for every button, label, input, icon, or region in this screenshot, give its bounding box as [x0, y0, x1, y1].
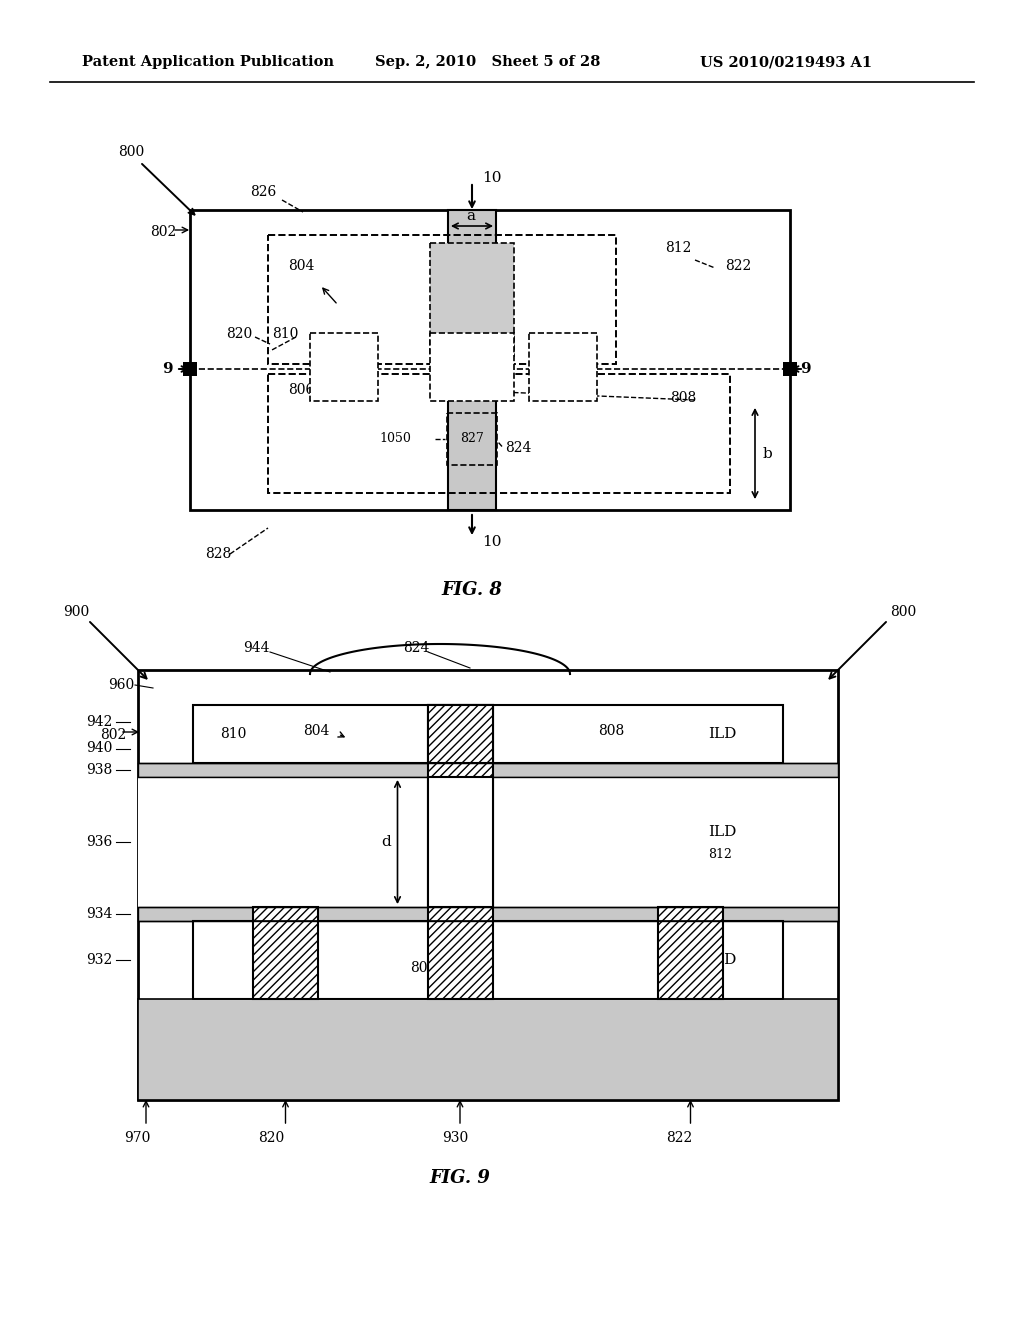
- Text: 824: 824: [505, 441, 531, 455]
- Bar: [193, 705, 783, 763]
- Text: FIG. 8: FIG. 8: [441, 581, 503, 599]
- Bar: [430, 243, 514, 356]
- Text: 820: 820: [226, 327, 252, 341]
- Text: 824: 824: [403, 642, 429, 655]
- Bar: [138, 763, 838, 777]
- Text: 936: 936: [86, 836, 113, 849]
- Text: 970: 970: [124, 1131, 151, 1144]
- Bar: [138, 907, 838, 921]
- Text: 10: 10: [482, 172, 502, 185]
- Text: 816: 816: [440, 713, 464, 726]
- Bar: [427, 777, 493, 907]
- Bar: [138, 777, 838, 907]
- Bar: [138, 999, 838, 1100]
- Text: 940: 940: [86, 742, 113, 755]
- Text: ILD: ILD: [708, 727, 736, 741]
- Bar: [193, 921, 783, 999]
- Text: 810: 810: [272, 327, 298, 341]
- Text: 828: 828: [205, 546, 231, 561]
- Bar: [783, 362, 797, 376]
- Bar: [658, 907, 723, 999]
- Text: 827: 827: [460, 432, 484, 445]
- Bar: [138, 671, 838, 1100]
- Text: 820: 820: [258, 1131, 285, 1144]
- Bar: [268, 235, 616, 364]
- Text: MTJ
Stack: MTJ Stack: [442, 828, 478, 855]
- Text: 806: 806: [410, 961, 436, 975]
- Bar: [427, 705, 493, 763]
- Text: 900: 900: [63, 605, 89, 619]
- Bar: [253, 907, 318, 999]
- Text: 812: 812: [708, 847, 732, 861]
- Text: d: d: [382, 836, 391, 849]
- Text: 10: 10: [482, 535, 502, 549]
- Text: 818: 818: [666, 957, 692, 972]
- Text: 9: 9: [800, 362, 811, 376]
- Text: FIG. 9: FIG. 9: [429, 1170, 490, 1187]
- Text: 942: 942: [86, 715, 113, 730]
- Bar: [183, 362, 197, 376]
- Bar: [447, 412, 497, 465]
- Text: 802: 802: [150, 224, 176, 239]
- Text: 808: 808: [670, 391, 696, 405]
- Text: 822: 822: [666, 1131, 692, 1144]
- Text: 938: 938: [86, 763, 113, 777]
- Text: 822: 822: [725, 259, 752, 273]
- Text: ILD: ILD: [708, 953, 736, 968]
- Text: Sep. 2, 2010   Sheet 5 of 28: Sep. 2, 2010 Sheet 5 of 28: [375, 55, 600, 69]
- Text: b: b: [763, 446, 773, 461]
- Text: 800: 800: [118, 145, 144, 158]
- Text: 808: 808: [598, 725, 625, 738]
- Text: 930: 930: [442, 1131, 468, 1144]
- Bar: [430, 333, 514, 401]
- Text: 814: 814: [258, 957, 285, 972]
- Text: 1050: 1050: [379, 432, 411, 445]
- Text: 812: 812: [665, 242, 691, 255]
- Text: ILD: ILD: [708, 825, 736, 840]
- Bar: [190, 210, 790, 510]
- Text: 944: 944: [243, 642, 269, 655]
- Text: 802: 802: [100, 729, 126, 742]
- Bar: [529, 333, 597, 401]
- Text: Patent Application Publication: Patent Application Publication: [82, 55, 334, 69]
- Text: 934: 934: [86, 907, 113, 921]
- Text: 804: 804: [303, 725, 330, 738]
- Text: 826: 826: [250, 185, 276, 199]
- Text: 806: 806: [288, 383, 314, 397]
- Bar: [427, 705, 493, 999]
- Text: 810: 810: [220, 727, 247, 741]
- Bar: [268, 374, 730, 492]
- Text: 814: 814: [332, 363, 356, 375]
- Text: 960: 960: [108, 678, 134, 692]
- Text: 818: 818: [551, 363, 575, 375]
- Text: 932: 932: [86, 953, 113, 968]
- Text: 800: 800: [890, 605, 916, 619]
- Text: US 2010/0219493 A1: US 2010/0219493 A1: [700, 55, 872, 69]
- Bar: [449, 210, 496, 510]
- Text: 804: 804: [288, 259, 314, 273]
- Text: 816: 816: [460, 363, 484, 375]
- Bar: [310, 333, 378, 401]
- Text: a: a: [466, 209, 475, 223]
- Text: 9: 9: [162, 362, 173, 376]
